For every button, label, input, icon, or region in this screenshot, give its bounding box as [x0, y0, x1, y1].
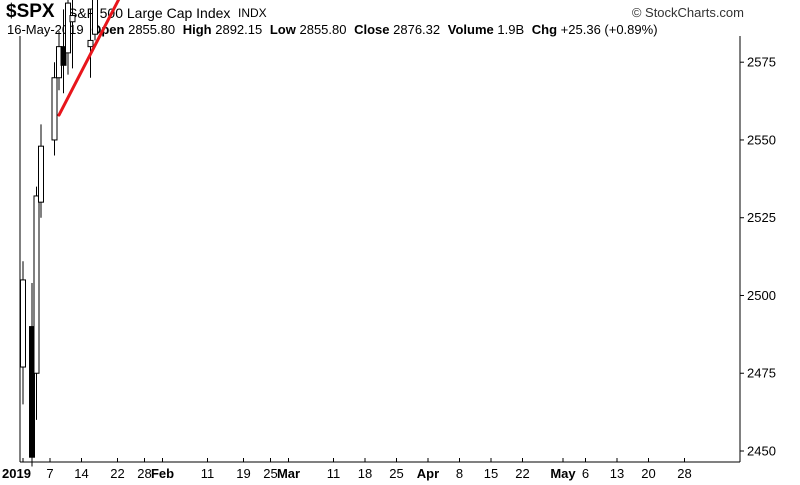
candle-body-up — [87, 39, 94, 48]
candle-body-down — [29, 326, 35, 458]
candle-body-up — [38, 145, 44, 203]
x-tick-label: 25 — [389, 466, 403, 481]
chart-symbol: $SPX — [6, 1, 55, 22]
chg-value: +25.36 (+0.89%) — [560, 22, 658, 37]
x-tick-label: 18 — [358, 466, 372, 481]
volume-value: 1.9B — [497, 22, 525, 37]
low-label: Low — [269, 22, 296, 37]
x-tick-label: 28 — [137, 466, 151, 481]
x-tick-label: 19 — [236, 466, 250, 481]
low-value: 2855.80 — [299, 22, 347, 37]
chart-exchange: INDX — [238, 6, 267, 20]
candle-body-up — [69, 15, 76, 23]
y-tick-label: 2525 — [747, 210, 776, 225]
y-tick-label: 2450 — [747, 444, 776, 459]
quote-row: 16-May-2019 Open 2855.80 High 2892.15 Lo… — [7, 22, 662, 37]
y-tick-label: 2550 — [747, 132, 776, 147]
candle-body-up — [20, 279, 26, 368]
x-tick-label: 2019 — [2, 466, 31, 481]
x-tick-label: Apr — [417, 466, 439, 481]
candle-body-up — [65, 2, 71, 54]
close-value: 2876.32 — [393, 22, 441, 37]
x-tick-label: 11 — [327, 466, 341, 481]
y-tick-label: 2500 — [747, 288, 776, 303]
candle-body-up — [51, 77, 58, 141]
x-tick-label: 14 — [74, 466, 88, 481]
y-tick-label: 2575 — [747, 55, 776, 70]
x-tick-label: 7 — [46, 466, 53, 481]
open-value: 2855.80 — [128, 22, 176, 37]
x-tick-label: 25 — [263, 466, 277, 481]
x-tick-label: 11 — [201, 466, 215, 481]
support-trendline — [57, 0, 121, 117]
candle-body-down — [60, 46, 67, 66]
x-tick-label: 22 — [110, 466, 124, 481]
x-tick-label: 22 — [515, 466, 529, 481]
x-tick-label: 28 — [677, 466, 691, 481]
high-value: 2892.15 — [215, 22, 263, 37]
candle-body-up — [92, 0, 98, 35]
x-tick-label: 6 — [582, 466, 589, 481]
x-tick-label: May — [550, 466, 576, 481]
x-tick-label: 20 — [641, 466, 655, 481]
x-tick-label: 8 — [456, 466, 463, 481]
brand-watermark: © StockCharts.com — [631, 5, 744, 20]
candle-body-up — [33, 195, 40, 374]
open-label: Open — [91, 22, 125, 37]
volume-label: Volume — [447, 22, 494, 37]
x-tick-label: Feb — [151, 466, 174, 481]
high-label: High — [182, 22, 212, 37]
chg-label: Chg — [531, 22, 558, 37]
x-tick-label: 15 — [484, 466, 498, 481]
quote-date: 16-May-2019 — [7, 22, 84, 37]
close-label: Close — [354, 22, 390, 37]
x-tick-label: 13 — [610, 466, 624, 481]
x-tick-label: Mar — [277, 466, 300, 481]
y-tick-label: 2475 — [747, 366, 776, 381]
